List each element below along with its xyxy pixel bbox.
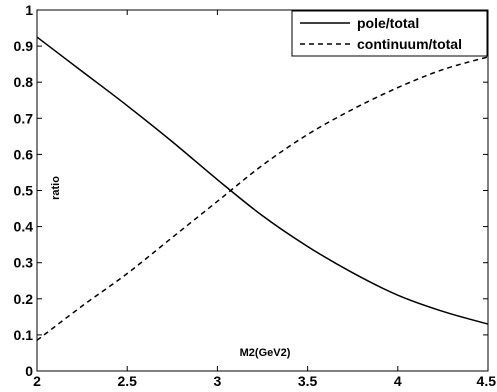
- tick-labels: 2 2.5 3 3.5 4 4.5 0 0.1 0.2 0.3 0.4 0.5 0.6 0.7 0.8 0.9…: [14, 2, 497, 389]
- y-tick-label: 0.8: [14, 74, 34, 90]
- y-tick-label: 0.7: [14, 110, 34, 126]
- x-tick-label: 3: [214, 373, 222, 389]
- x-tick-label: 4.5: [477, 373, 497, 389]
- y-tick-label: 1: [25, 2, 33, 18]
- plot-frame: [36, 9, 489, 372]
- y-axis-label: ratio: [50, 176, 62, 200]
- x-tick-label: 3.5: [298, 373, 318, 389]
- x-tick-label: 2.5: [117, 373, 137, 389]
- series-line-pole-total: [36, 36, 489, 325]
- y-tick-label: 0.5: [14, 183, 34, 199]
- y-tick-label: 0.6: [14, 146, 34, 162]
- y-tick-label: 0.3: [14, 255, 34, 271]
- x-axis-label: M2(GeV2): [240, 347, 291, 359]
- y-tick-label: 0.2: [14, 291, 34, 307]
- plot-lines: [36, 36, 489, 341]
- series-line-continuum-total: [36, 56, 489, 341]
- x-tick-label: 2: [33, 373, 41, 389]
- x-tick-label: 4: [394, 373, 402, 389]
- y-tick-label: 0.1: [14, 327, 34, 343]
- ticks: [36, 9, 489, 372]
- y-tick-label: 0.4: [14, 219, 34, 235]
- y-tick-label: 0.9: [14, 38, 34, 54]
- legend-label-pole-total: pole/total: [357, 15, 419, 31]
- legend-box: [291, 10, 488, 57]
- legend-label-continuum-total: continuum/total: [357, 36, 462, 52]
- y-tick-label: 0: [25, 363, 33, 379]
- legend: pole/total continuum/total: [291, 10, 488, 57]
